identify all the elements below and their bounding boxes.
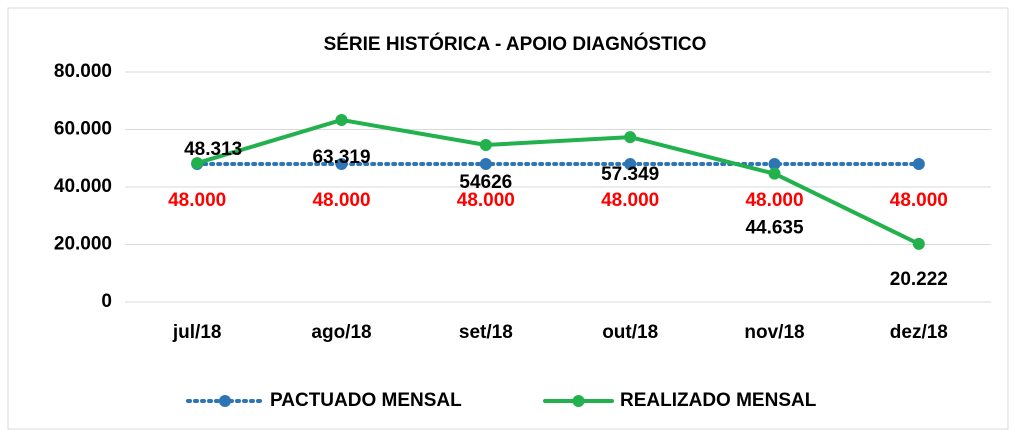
x-tick-label: out/18	[602, 322, 658, 343]
data-label: 63.319	[312, 147, 370, 168]
data-label: 48.000	[312, 190, 370, 211]
data-label: 48.000	[457, 190, 515, 211]
data-point	[479, 158, 492, 170]
legend-label: REALIZADO MENSAL	[620, 390, 817, 411]
data-label: 57.349	[601, 164, 659, 185]
data-point	[624, 158, 637, 170]
data-point	[768, 167, 781, 180]
data-label: 44.635	[745, 218, 804, 239]
x-tick-label: dez/18	[890, 322, 948, 343]
data-label: 48.000	[745, 190, 803, 211]
y-tick-label: 0	[101, 291, 112, 312]
data-label: 48.000	[168, 190, 226, 211]
x-tick-label: jul/18	[172, 322, 222, 343]
data-label: 48.000	[601, 190, 659, 211]
data-point	[335, 158, 348, 170]
legend-marker	[572, 395, 585, 407]
x-tick-label: nov/18	[744, 322, 804, 343]
legend-marker	[219, 395, 231, 407]
data-label: 48.000	[890, 190, 948, 211]
legend-label: PACTUADO MENSAL	[270, 390, 462, 411]
y-tick-label: 40.000	[54, 176, 112, 197]
data-point	[912, 237, 925, 250]
data-point	[335, 113, 348, 126]
y-tick-label: 20.000	[54, 234, 112, 255]
data-point	[624, 131, 637, 144]
data-point	[912, 158, 925, 170]
series-line	[195, 117, 921, 246]
data-label: 20.222	[890, 269, 948, 290]
data-point	[768, 158, 781, 170]
data-point	[479, 138, 492, 151]
data-label: 54626	[459, 172, 512, 193]
chart-title: SÉRIE HISTÓRICA - APOIO DIAGNÓSTICO	[324, 33, 707, 55]
x-tick-label: ago/18	[311, 322, 371, 343]
x-tick-label: set/18	[459, 322, 513, 343]
chart-border	[7, 7, 1009, 430]
y-tick-label: 80.000	[54, 61, 112, 82]
y-tick-label: 60.000	[54, 119, 112, 140]
data-point	[191, 157, 204, 170]
data-label: 48.313	[184, 139, 242, 160]
